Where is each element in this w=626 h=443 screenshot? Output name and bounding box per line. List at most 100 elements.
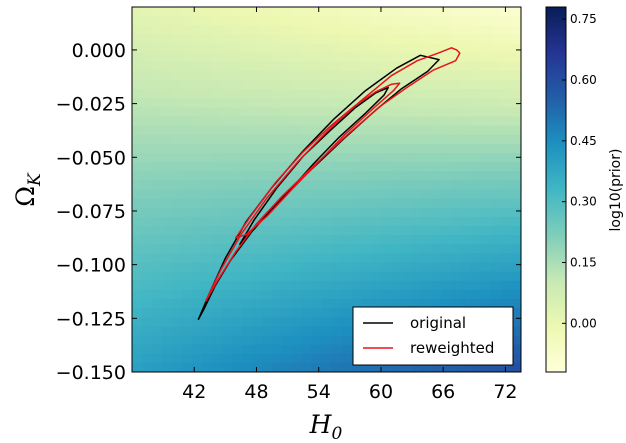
heatmap-cell — [431, 216, 442, 227]
heatmap-cell — [141, 326, 153, 337]
heatmap-cell — [151, 271, 163, 282]
heatmap-cell — [231, 16, 243, 26]
heatmap-cell — [301, 116, 313, 127]
heatmap-cell — [421, 162, 432, 172]
heatmap-cell — [311, 7, 323, 17]
heatmap-cell — [471, 299, 482, 309]
heatmap-cell — [151, 143, 163, 154]
heatmap-cell — [141, 180, 153, 191]
heatmap-cell — [351, 262, 363, 273]
heatmap-cell — [361, 43, 372, 54]
heatmap-cell — [161, 125, 173, 136]
heatmap-cell — [271, 162, 283, 172]
heatmap-cell — [141, 189, 153, 200]
heatmap-cell — [351, 216, 363, 227]
heatmap-cell — [471, 61, 482, 72]
heatmap-cell — [221, 153, 233, 163]
heatmap-cell — [141, 134, 153, 145]
heatmap-cell — [132, 335, 143, 346]
heatmap-cell — [231, 171, 243, 181]
heatmap-cell — [341, 344, 353, 355]
heatmap-cell — [381, 162, 392, 172]
heatmap-cell — [291, 16, 303, 26]
heatmap-cell — [431, 107, 442, 118]
heatmap-cell — [132, 207, 143, 218]
heatmap-cell — [161, 262, 173, 273]
heatmap-cell — [301, 280, 313, 291]
heatmap-cell — [311, 353, 323, 364]
heatmap-cell — [491, 7, 502, 17]
heatmap-cell — [361, 162, 372, 172]
heatmap-cell — [291, 189, 303, 200]
heatmap-cell — [171, 70, 183, 81]
heatmap-cell — [281, 25, 293, 35]
heatmap-cell — [141, 43, 153, 54]
heatmap-cell — [431, 262, 442, 273]
heatmap-cell — [132, 353, 143, 364]
heatmap-cell — [381, 98, 392, 108]
heatmap-cell — [391, 207, 402, 218]
heatmap-cell — [291, 344, 303, 355]
heatmap-cell — [401, 198, 412, 209]
heatmap-cell — [461, 244, 472, 254]
heatmap-cell — [321, 116, 333, 127]
heatmap-cell — [171, 362, 183, 372]
heatmap-cell — [411, 134, 422, 145]
heatmap-cell — [261, 80, 273, 90]
heatmap-cell — [141, 153, 153, 163]
colorbar-tick-label: 0.30 — [570, 195, 597, 209]
heatmap-cell — [511, 43, 521, 54]
heatmap-cell — [461, 107, 472, 118]
heatmap-cell — [201, 289, 213, 300]
heatmap-cell — [401, 226, 412, 236]
heatmap-cell — [481, 216, 492, 227]
heatmap-cell — [211, 80, 223, 90]
heatmap-cell — [301, 335, 313, 346]
heatmap-cell — [281, 7, 293, 17]
heatmap-cell — [181, 353, 193, 364]
heatmap-cell — [261, 61, 273, 72]
legend-label-original: original — [410, 314, 466, 332]
heatmap-cell — [471, 226, 482, 236]
heatmap-cell — [391, 262, 402, 273]
heatmap-cell — [451, 7, 462, 17]
heatmap-cell — [281, 80, 293, 90]
heatmap-cell — [381, 289, 392, 300]
heatmap-cell — [241, 98, 253, 108]
heatmap-cell — [461, 153, 472, 163]
heatmap-cell — [271, 299, 283, 309]
heatmap-cell — [281, 52, 293, 63]
heatmap-cell — [291, 216, 303, 227]
heatmap-cell — [411, 207, 422, 218]
heatmap-cell — [281, 162, 293, 172]
heatmap-cell — [491, 226, 502, 236]
colorbar-ticks: 0.00 0.15 0.30 0.45 0.60 0.75 — [562, 12, 597, 330]
heatmap-cell — [331, 107, 343, 118]
heatmap-cell — [341, 189, 353, 200]
heatmap-cell — [301, 34, 313, 45]
heatmap-cell — [132, 317, 143, 327]
heatmap-cell — [501, 189, 512, 200]
heatmap-cell — [141, 116, 153, 127]
heatmap-cell — [221, 134, 233, 145]
x-tick-label: 42 — [182, 381, 206, 403]
heatmap-cell — [261, 153, 273, 163]
heatmap-cell — [251, 280, 263, 291]
heatmap-cell — [431, 189, 442, 200]
heatmap-cell — [401, 299, 412, 309]
heatmap-cell — [132, 226, 143, 236]
heatmap-cell — [331, 143, 343, 154]
heatmap-cell — [311, 16, 323, 26]
heatmap-cell — [421, 107, 432, 118]
heatmap-cell — [181, 134, 193, 145]
heatmap-cell — [281, 335, 293, 346]
heatmap-cell — [291, 271, 303, 282]
heatmap-cell — [361, 262, 372, 273]
heatmap-cell — [301, 262, 313, 273]
heatmap-cell — [351, 61, 363, 72]
heatmap-cell — [271, 43, 283, 54]
heatmap-cell — [491, 125, 502, 136]
heatmap-cell — [321, 299, 333, 309]
heatmap-cell — [201, 317, 213, 327]
heatmap-cell — [481, 180, 492, 191]
